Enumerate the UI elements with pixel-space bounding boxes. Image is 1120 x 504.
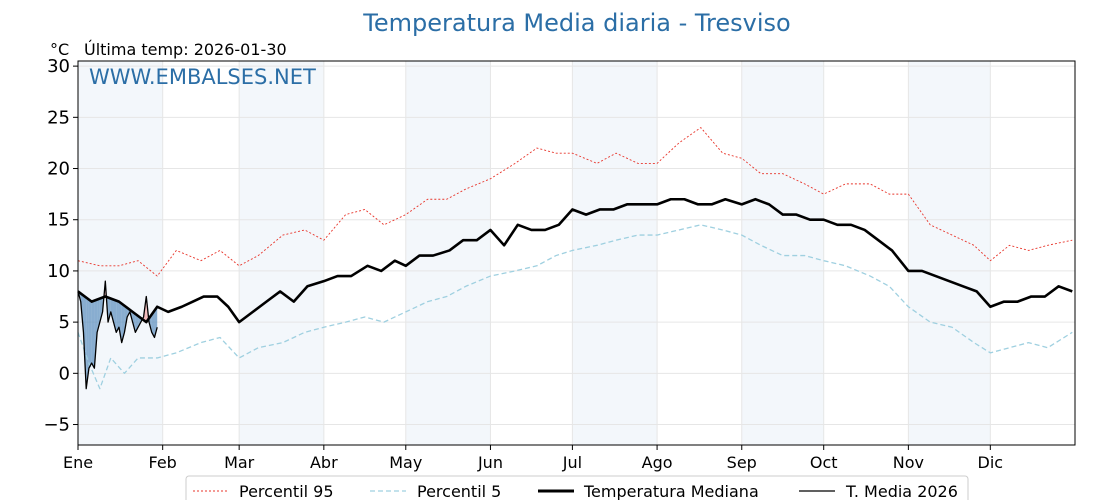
legend-label-current: T. Media 2026 bbox=[845, 482, 958, 500]
legend-label-p95: Percentil 95 bbox=[239, 482, 334, 500]
legend: Percentil 95 Percentil 5 Temperatura Med… bbox=[186, 476, 968, 500]
legend-label-p5: Percentil 5 bbox=[417, 482, 501, 500]
x-tick-label: Nov bbox=[893, 453, 924, 472]
x-tick-label: Ago bbox=[642, 453, 673, 472]
below-median-fill bbox=[92, 301, 95, 369]
x-tick-label: May bbox=[389, 453, 422, 472]
x-tick-label: Sep bbox=[727, 453, 757, 472]
legend-label-median: Temperatura Mediana bbox=[583, 482, 759, 500]
y-tick-label: 20 bbox=[47, 159, 70, 180]
month-band bbox=[742, 61, 824, 445]
x-tick-label: Jul bbox=[562, 453, 582, 472]
month-band bbox=[908, 61, 990, 445]
last-temp-label: Última temp: 2026-01-30 bbox=[84, 40, 287, 59]
y-tick-label: 15 bbox=[47, 210, 70, 231]
month-band bbox=[406, 61, 491, 445]
below-median-fill bbox=[89, 300, 92, 369]
x-tick-label: Ene bbox=[63, 453, 93, 472]
x-tick-label: Jun bbox=[477, 453, 503, 472]
chart-title: Temperatura Media diaria - Tresviso bbox=[362, 9, 790, 37]
y-tick-label: 25 bbox=[47, 107, 70, 128]
y-tick-label: 5 bbox=[59, 312, 70, 333]
y-tick-label: 30 bbox=[47, 56, 70, 77]
month-band bbox=[572, 61, 657, 445]
y-tick-label: −5 bbox=[43, 415, 70, 436]
x-tick-label: Oct bbox=[810, 453, 838, 472]
y-tick-label: 0 bbox=[59, 363, 70, 384]
watermark: WWW.EMBALSES.NET bbox=[89, 65, 316, 89]
x-tick-label: Mar bbox=[224, 453, 255, 472]
y-axis-ticks: −5 0 5 10 15 20 25 30 bbox=[43, 56, 78, 435]
x-tick-label: Feb bbox=[149, 453, 177, 472]
month-band bbox=[239, 61, 324, 445]
x-tick-label: Dic bbox=[978, 453, 1004, 472]
x-tick-label: Abr bbox=[310, 453, 338, 472]
month-band bbox=[78, 61, 163, 445]
y-tick-label: 10 bbox=[47, 261, 70, 282]
x-axis-ticks: Ene Feb Mar Abr May Jun Jul Ago Sep Oct Nov Dic bbox=[63, 445, 1003, 472]
